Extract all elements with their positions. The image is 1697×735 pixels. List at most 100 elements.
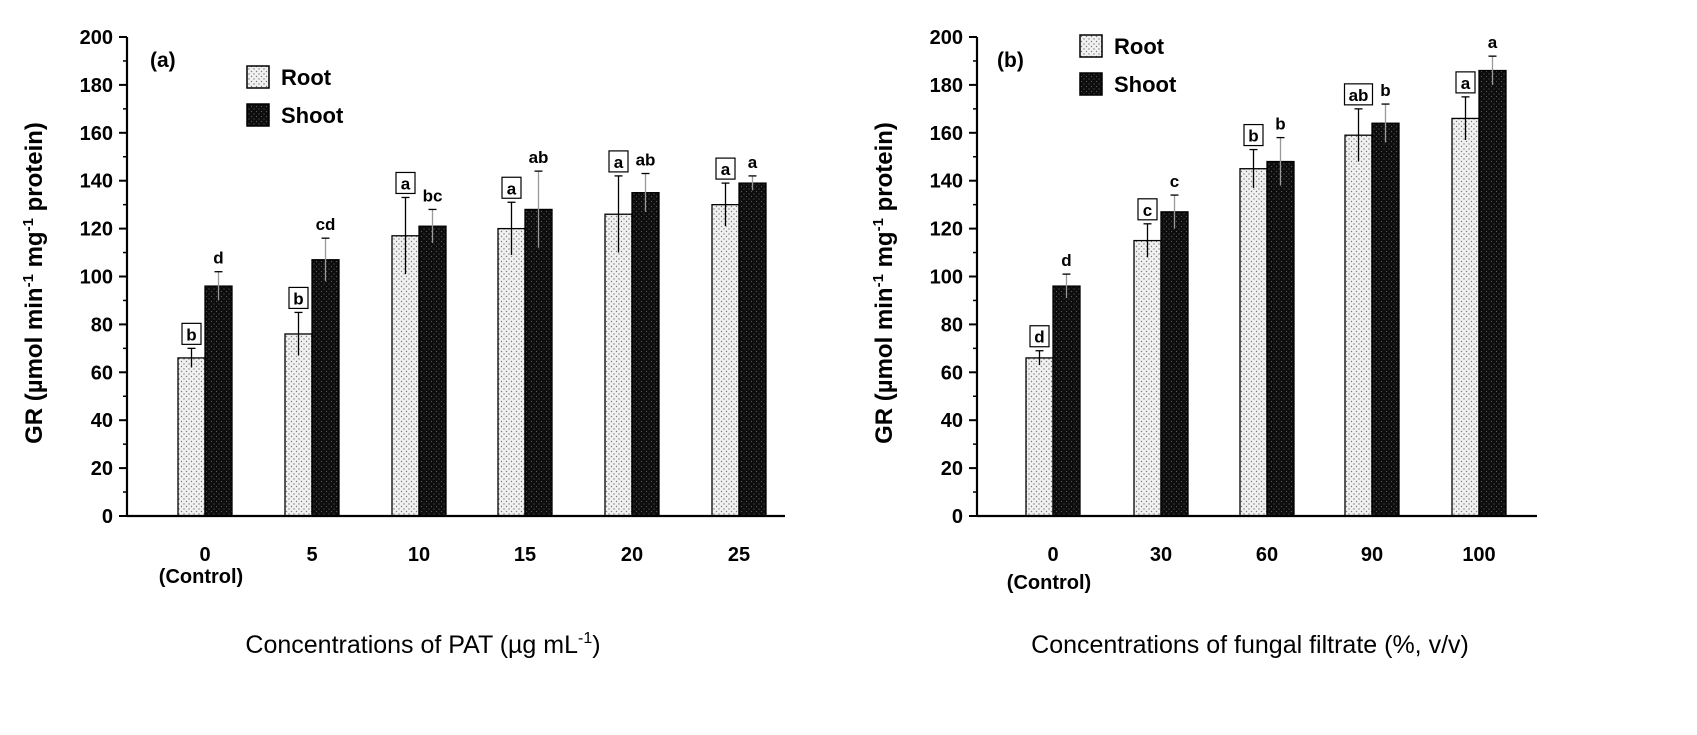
x-tick-label: 15 [514, 544, 536, 566]
bar-shoot-10 [418, 225, 447, 517]
bar-shoot-20 [631, 192, 660, 517]
x-tick-label: 60 [1256, 544, 1278, 566]
bar-root-90 [1344, 134, 1373, 517]
significance-letter-root: a [401, 174, 411, 193]
letter-box-root [715, 157, 736, 180]
chart-panel-a: 020406080100120140160180200bd0(Control)b… [20, 27, 785, 659]
y-tick-label: 120 [930, 219, 963, 241]
significance-letter-shoot: bc [423, 186, 443, 205]
letter-box-root [288, 286, 309, 310]
plot-area-a: 020406080100120140160180200bd0(Control)b… [80, 27, 785, 588]
significance-letter-root: b [1248, 127, 1258, 146]
x-tick-label: 10 [408, 544, 430, 566]
bar-root-10 [391, 235, 420, 517]
significance-letter-shoot: b [1275, 115, 1285, 134]
x-tick-label: 20 [621, 544, 643, 566]
x-tick-label: 90 [1361, 544, 1383, 566]
plot-area-b: 0 20 40 60 80 100 120 140 160 180 200 d d 0 (Control) c… [930, 27, 1537, 594]
x-tick-label: 0 [1047, 544, 1058, 566]
y-tick-label: 80 [941, 314, 963, 336]
letter-box-root [501, 176, 522, 199]
significance-letter-root: a [721, 160, 731, 179]
bar-shoot-0 [204, 285, 233, 517]
bar-root-60 [1239, 168, 1268, 517]
x-tick-sublabel: (Control) [1007, 572, 1091, 594]
bar-root-15 [497, 227, 526, 517]
y-tick-label: 20 [941, 458, 963, 480]
y-tick-label: 180 [80, 75, 113, 97]
y-tick-label: 60 [941, 362, 963, 384]
bar-root-25 [711, 203, 740, 517]
legend-shoot-swatch [246, 103, 270, 127]
significance-letter-root: a [507, 179, 517, 198]
panel-label-a: (a) [150, 49, 176, 72]
legend-root-label: Root [1114, 34, 1165, 59]
letter-box-root [1343, 83, 1374, 106]
significance-letter-shoot: cd [316, 215, 336, 234]
letter-box-root [608, 150, 629, 173]
bar-shoot-30 [1160, 211, 1189, 517]
y-tick-label: 120 [80, 219, 113, 241]
y-tick-label: 180 [930, 75, 963, 97]
chart-panel-b: 0 20 40 60 80 100 120 140 160 180 200 d d 0 (Control) c… [870, 27, 1537, 659]
x-axis-title-a: Concentrations of PAT (µg mL-1) [245, 630, 600, 659]
y-tick-label: 200 [930, 27, 963, 49]
letter-box-root [1137, 198, 1158, 221]
legend-shoot-label: Shoot [281, 103, 344, 128]
legend-shoot-swatch [1079, 72, 1103, 96]
significance-letter-root: a [1461, 74, 1471, 93]
panel-label-b: (b) [997, 49, 1024, 72]
legend-root-swatch [246, 65, 270, 89]
significance-letter-shoot: d [213, 249, 223, 268]
x-tick-label: 25 [728, 544, 750, 566]
y-axis-title-a: GR (µmol min-1 mg-1 protein) [20, 122, 48, 444]
letter-box-root [181, 322, 202, 345]
x-tick-label: 0 [199, 544, 210, 566]
y-axis-title-b: GR (µmol min-1 mg-1 protein) [870, 122, 898, 444]
y-tick-label: 0 [102, 506, 113, 528]
significance-letter-shoot: ab [529, 148, 549, 167]
bar-shoot-25 [738, 182, 767, 517]
significance-letter-root: b [293, 289, 303, 308]
letter-box-root [1243, 123, 1264, 147]
y-tick-label: 100 [80, 267, 113, 289]
bar-root-5 [284, 333, 313, 517]
x-tick-sublabel: (Control) [159, 566, 243, 588]
y-tick-label: 140 [80, 171, 113, 193]
y-tick-label: 40 [941, 410, 963, 432]
y-tick-label: 200 [80, 27, 113, 49]
y-tick-label: 40 [91, 410, 113, 432]
y-tick-label: 100 [930, 267, 963, 289]
bar-shoot-60 [1266, 160, 1295, 517]
significance-letter-root: b [186, 325, 196, 344]
legend-root-swatch [1079, 34, 1103, 58]
y-tick-label: 140 [930, 171, 963, 193]
y-tick-label: 160 [930, 123, 963, 145]
bar-shoot-5 [311, 259, 340, 517]
significance-letter-root: d [1034, 328, 1044, 347]
x-tick-label: 5 [306, 544, 317, 566]
bar-shoot-100 [1478, 69, 1507, 517]
significance-letter-root: a [614, 153, 624, 172]
y-tick-label: 0 [952, 506, 963, 528]
bar-root-100 [1451, 117, 1480, 517]
significance-letter-shoot: b [1380, 81, 1390, 100]
x-tick-label: 100 [1462, 544, 1495, 566]
bar-root-0 [177, 357, 206, 517]
bar-root-20 [604, 213, 633, 517]
bar-shoot-0 [1052, 285, 1081, 517]
bar-root-30 [1133, 239, 1162, 517]
legend-b: Root Shoot [1079, 34, 1177, 97]
significance-letter-shoot: a [748, 153, 758, 172]
y-tick-label: 20 [91, 458, 113, 480]
significance-letter-root: ab [1349, 86, 1369, 105]
x-axis-title-b: Concentrations of fungal filtrate (%, v/… [1031, 631, 1469, 659]
legend-root-label: Root [281, 65, 332, 90]
legend-shoot-label: Shoot [1114, 72, 1177, 97]
legend-a: Root Shoot [246, 65, 344, 128]
significance-letter-shoot: c [1170, 172, 1179, 191]
significance-letter-root: c [1143, 201, 1152, 220]
significance-letter-shoot: d [1061, 251, 1071, 270]
bar-shoot-15 [524, 208, 553, 517]
